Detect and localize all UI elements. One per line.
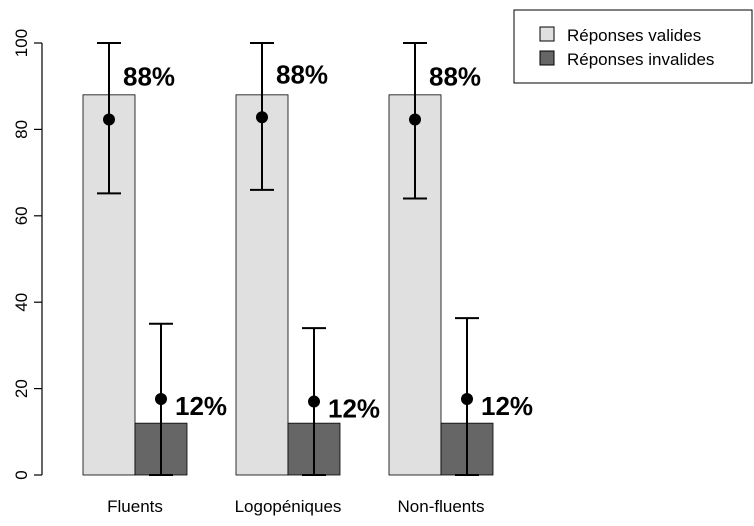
pct-label-1-2: 12%: [481, 391, 533, 421]
pct-label-1-1: 12%: [328, 394, 380, 424]
mean-point-1-2: [461, 392, 473, 405]
pct-label-1-0: 12%: [175, 391, 227, 421]
mean-point-1-0: [155, 392, 167, 405]
category-label-0: Fluents: [107, 497, 163, 516]
y-tick-label-40: 40: [12, 293, 31, 312]
category-labels: Fluents Logopéniques Non-fluents: [107, 497, 484, 516]
legend-swatch-valid: [539, 26, 555, 42]
y-tick-label-0: 0: [12, 470, 31, 479]
legend: Réponses valides Réponses invalides: [513, 9, 753, 84]
pct-label-0-0: 88%: [123, 61, 175, 91]
legend-swatch-invalid: [539, 50, 555, 66]
mean-point-1-1: [308, 395, 320, 408]
y-axis: 0 20 40 60 80 100: [12, 29, 43, 480]
mean-point-0-1: [256, 111, 268, 124]
pct-label-0-1: 88%: [276, 59, 328, 89]
y-tick-label-100: 100: [12, 29, 31, 57]
bars: [82, 94, 494, 476]
y-ticks: 0 20 40 60 80 100: [12, 29, 42, 480]
category-label-1: Logopéniques: [235, 497, 342, 516]
error-bars: [97, 42, 479, 476]
y-tick-label-60: 60: [12, 206, 31, 225]
legend-label-invalid: Réponses invalides: [567, 50, 714, 69]
legend-label-valid: Réponses valides: [567, 26, 701, 45]
y-tick-label-20: 20: [12, 379, 31, 398]
pct-label-0-2: 88%: [429, 61, 481, 91]
y-tick-label-80: 80: [12, 120, 31, 139]
mean-point-0-0: [103, 113, 115, 126]
legend-box: [513, 9, 753, 84]
mean-point-0-2: [409, 113, 421, 126]
percentage-labels: 88% 12% 88% 12% 88% 12%: [123, 59, 533, 423]
category-label-2: Non-fluents: [398, 497, 485, 516]
